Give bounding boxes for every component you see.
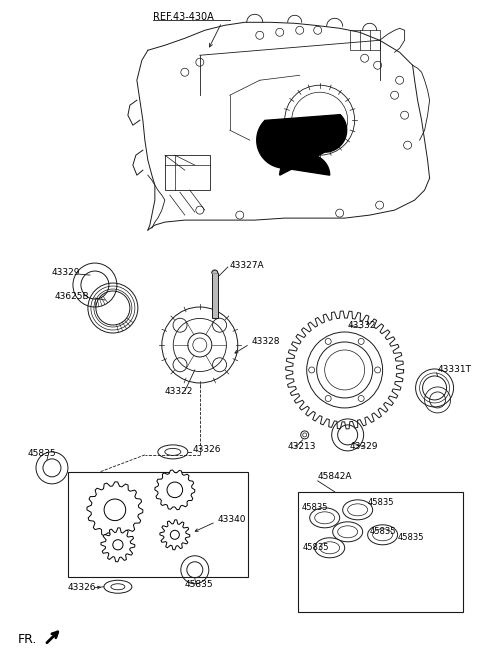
Circle shape [167,482,182,497]
Polygon shape [87,482,143,538]
Text: REF.43-430A: REF.43-430A [153,12,214,22]
Text: 43327A: 43327A [230,261,264,269]
Polygon shape [101,528,135,562]
Text: 45835: 45835 [370,528,396,536]
Text: 43329: 43329 [52,267,81,277]
Polygon shape [212,270,218,273]
Bar [68,472,248,577]
Text: 43331T: 43331T [438,365,471,374]
Text: 43328: 43328 [252,338,280,346]
Circle shape [170,530,180,539]
Circle shape [113,539,123,550]
Text: 45835: 45835 [303,543,329,553]
Ellipse shape [343,500,372,520]
Text: 45835: 45835 [185,580,214,589]
Text: 45842A: 45842A [318,472,352,482]
Text: 43625B: 43625B [55,292,90,300]
Text: 43326: 43326 [193,445,221,455]
Text: 43213: 43213 [288,442,316,451]
Text: 43340: 43340 [218,515,246,524]
Text: 43329: 43329 [349,442,378,451]
Polygon shape [257,115,347,175]
Polygon shape [155,470,195,510]
Bar [298,492,463,612]
Circle shape [104,499,126,520]
Ellipse shape [310,508,340,528]
Text: 45835: 45835 [28,449,57,459]
Text: 43326: 43326 [68,583,96,592]
Polygon shape [160,520,190,550]
Text: 43332: 43332 [348,321,376,330]
Ellipse shape [315,538,345,558]
Text: FR.: FR. [18,633,37,646]
Text: 45835: 45835 [397,533,424,542]
Bar [165,155,210,190]
Bar [349,30,380,51]
Text: 45835: 45835 [302,503,328,512]
Ellipse shape [368,525,397,545]
Text: 45835: 45835 [368,498,394,507]
Bar [212,273,218,318]
Ellipse shape [333,522,363,542]
Text: 43322: 43322 [165,388,193,396]
